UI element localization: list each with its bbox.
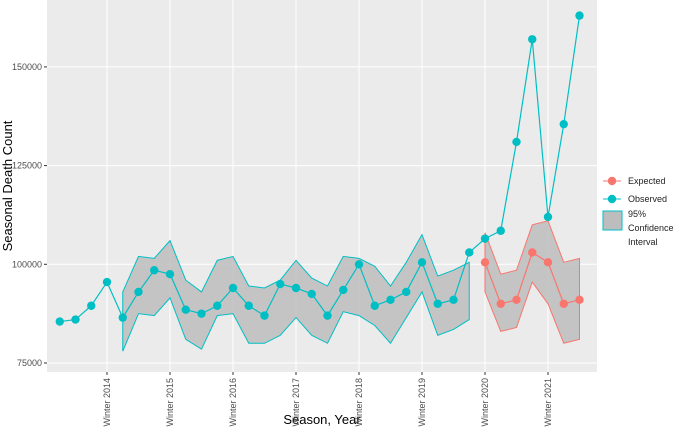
point	[480, 234, 490, 243]
point	[55, 317, 64, 326]
y-tick-label: 150000	[12, 62, 42, 72]
point	[559, 119, 568, 129]
point	[480, 258, 490, 267]
point	[323, 311, 332, 320]
point	[512, 137, 521, 147]
x-tick-label: Winter 2020	[480, 378, 490, 427]
point	[307, 289, 316, 299]
y-axis-title: Seasonal Death Count	[0, 120, 15, 251]
point	[181, 305, 190, 314]
point	[575, 11, 584, 20]
point	[165, 269, 175, 279]
point	[354, 260, 364, 269]
legend-marker	[602, 210, 623, 231]
point	[102, 277, 112, 287]
legend-label: 95% Confidence Interval	[628, 209, 674, 247]
point	[449, 295, 458, 305]
legend-label: Expected	[628, 176, 666, 186]
point	[150, 266, 159, 275]
x-tick-label: Winter 2018	[354, 378, 364, 427]
x-tick-label: Winter 2015	[165, 378, 175, 427]
point	[512, 295, 521, 305]
point	[87, 301, 96, 310]
y-tick-label: 125000	[12, 161, 42, 171]
point	[197, 309, 206, 318]
point	[276, 279, 285, 289]
x-tick-label: Winter 2021	[543, 378, 553, 427]
point	[433, 299, 442, 308]
series-line	[59, 15, 581, 323]
point	[543, 258, 553, 267]
confidence-band	[122, 233, 470, 352]
point	[213, 301, 222, 310]
point	[528, 35, 537, 44]
point	[417, 258, 427, 267]
x-tick-label: Winter 2016	[228, 378, 238, 427]
point	[118, 313, 127, 322]
y-tick-label: 75000	[17, 358, 42, 368]
confidence-band	[484, 220, 580, 344]
x-tick-label: Winter 2019	[417, 378, 427, 427]
point	[339, 285, 348, 295]
point	[575, 295, 584, 305]
point	[291, 283, 301, 293]
y-tick-label: 100000	[12, 259, 42, 269]
point	[244, 301, 253, 310]
point	[71, 315, 80, 324]
point	[496, 226, 505, 235]
point	[528, 248, 537, 257]
point	[228, 283, 238, 293]
point	[402, 287, 411, 297]
x-tick-label: Winter 2017	[291, 378, 301, 427]
point	[559, 299, 568, 308]
point	[260, 311, 269, 320]
x-tick-label: Winter 2014	[102, 378, 112, 427]
point	[543, 212, 553, 222]
point	[386, 295, 395, 305]
point	[465, 248, 474, 257]
x-axis-title: Season, Year	[283, 412, 361, 427]
point	[134, 287, 143, 297]
point	[496, 299, 505, 308]
point	[370, 301, 379, 310]
legend-label: Observed	[628, 194, 667, 204]
